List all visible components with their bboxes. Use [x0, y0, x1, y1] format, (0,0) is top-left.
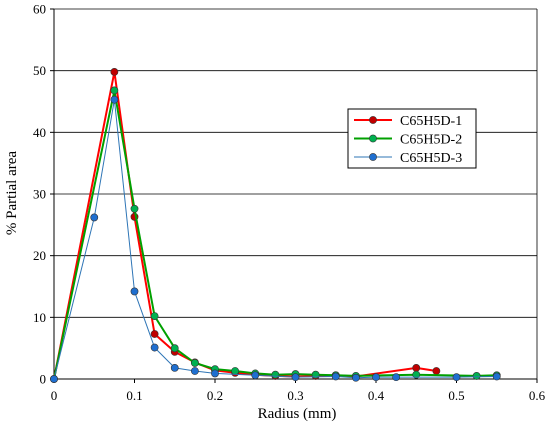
legend-label: C65H5D-3 [400, 151, 462, 166]
x-tick-label: 0.4 [368, 388, 385, 403]
legend-label: C65H5D-2 [400, 133, 462, 148]
x-tick-label: 0.6 [529, 388, 546, 403]
x-axis-title: Radius (mm) [258, 406, 337, 422]
data-point [331, 372, 340, 381]
data-point [492, 372, 501, 381]
y-tick-label: 10 [33, 310, 46, 325]
data-point [50, 375, 58, 383]
data-point [170, 344, 179, 353]
data-point [110, 68, 119, 76]
data-point [351, 373, 360, 382]
y-tick-label: 0 [40, 372, 47, 387]
data-point [110, 86, 119, 95]
data-point [432, 367, 441, 375]
data-point [211, 369, 219, 378]
legend-marker [369, 153, 377, 161]
data-point [130, 287, 139, 296]
y-tick-label: 30 [33, 187, 46, 202]
y-tick-label: 50 [33, 63, 46, 78]
data-point [150, 312, 159, 320]
data-point [170, 363, 179, 372]
data-point [150, 330, 159, 338]
data-point [190, 367, 199, 375]
y-tick-label: 20 [33, 248, 46, 263]
data-point [372, 373, 380, 382]
x-tick-label: 0.3 [287, 388, 303, 403]
data-point [90, 213, 99, 222]
data-point [130, 204, 139, 213]
legend: C65H5D-1 C65H5D-2 C65H5D-3 [347, 108, 477, 169]
series-group [50, 68, 501, 383]
x-tick-labels: 0 0.1 0.2 0.3 0.4 0.5 0.6 [51, 388, 546, 403]
series-line [53, 99, 497, 380]
series-C65H5D-3 [50, 95, 501, 383]
data-point [392, 373, 401, 382]
x-tick-label: 0 [51, 388, 58, 403]
legend-label: C65H5D-1 [400, 114, 462, 129]
legend-marker [369, 134, 377, 143]
data-point [291, 373, 300, 382]
y-tick-labels: 0 10 20 30 40 50 60 [33, 2, 46, 387]
x-tick-label: 0.1 [126, 388, 142, 403]
y-tick-label: 40 [33, 125, 46, 140]
data-point [110, 95, 119, 104]
y-axis-title: % Partial area [4, 151, 20, 235]
data-point [150, 343, 159, 352]
data-point [472, 372, 481, 380]
x-tick-label: 0.5 [448, 388, 464, 403]
data-point [412, 370, 421, 379]
legend-marker [369, 116, 377, 124]
data-point [412, 363, 421, 372]
data-point [452, 373, 461, 382]
gridlines [54, 8, 537, 318]
data-point [190, 359, 199, 367]
y-tick-label: 60 [33, 2, 46, 17]
data-point [231, 367, 240, 375]
x-tick-label: 0.2 [207, 388, 223, 403]
data-point [251, 371, 260, 380]
data-point [271, 370, 280, 379]
